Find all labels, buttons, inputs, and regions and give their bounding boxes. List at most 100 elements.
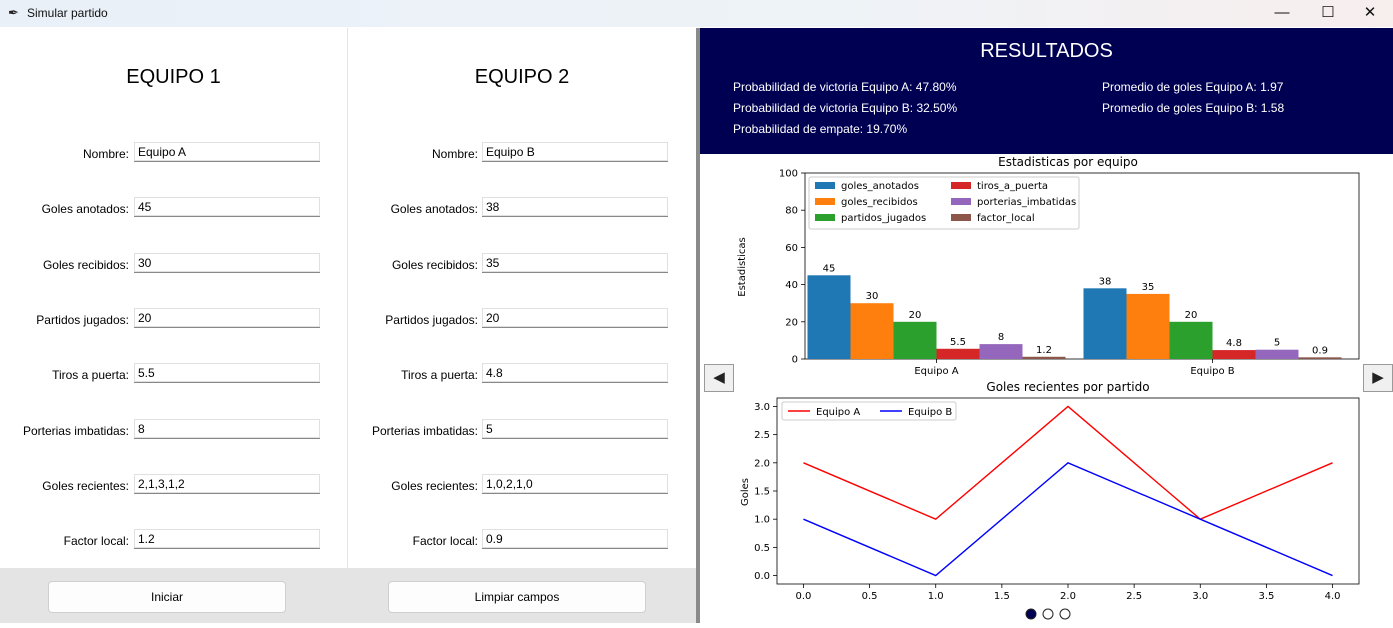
bar-category-label: Equipo B (1190, 366, 1234, 377)
charts-canvas: Estadisticas por equipo 0 20 40 60 80 100 Equi… (737, 155, 1360, 620)
line-chart-legend: Equipo A Equipo B (781, 401, 957, 421)
bar-goles_recibidos (850, 303, 894, 359)
bar-value-label: 5.5 (950, 337, 966, 348)
team2-shots-input[interactable] (482, 363, 668, 383)
line-chart-frame (776, 397, 1360, 585)
bar-chart: 0 20 40 60 80 100 Equipo A 45 30 20 5.5 8 1.2 Equipo … (779, 169, 1360, 377)
bar-partidos_jugados (1169, 321, 1213, 359)
bar-legend-swatch (951, 182, 971, 189)
bar-value-label: 1.2 (1036, 345, 1052, 356)
line-ytick-label: 1.5 (754, 487, 770, 498)
team1-goals-conceded-input[interactable] (134, 253, 320, 273)
line-chart-title: Goles recientes por partido (986, 380, 1149, 394)
team1-name-label: Nombre: (82, 147, 129, 161)
line-xtick-label: 3.0 (1192, 591, 1208, 602)
line-xtick-label: 2.0 (1060, 591, 1076, 602)
team1-recent-goals-input[interactable] (134, 474, 320, 494)
chart-pagination (1025, 608, 1071, 620)
line-ytick-label: 1.0 (754, 515, 770, 526)
team1-goals-scored-input[interactable] (134, 197, 320, 217)
win-prob-team-b: Probabilidad de victoria Equipo B: 32.50… (733, 101, 958, 115)
team1-matches-played-label: Partidos jugados: (36, 313, 129, 327)
team2-goals-scored-input[interactable] (482, 197, 668, 217)
line-ytick-label: 2.5 (754, 430, 770, 441)
bar-value-label: 45 (823, 263, 836, 274)
bar-factor_local (1298, 357, 1342, 359)
bar-goles_anotados (807, 275, 851, 359)
team1-heading: EQUIPO 1 (126, 66, 221, 88)
bar-legend-label: goles_anotados (841, 181, 919, 192)
page-dot[interactable] (1025, 608, 1037, 620)
team1-clean-sheets-label: Porterias imbatidas: (22, 424, 129, 438)
line-xtick-label: 3.5 (1258, 591, 1274, 602)
line-ytick-label: 3.0 (754, 402, 770, 413)
team1-shots-input[interactable] (134, 363, 320, 383)
start-button[interactable]: Iniciar (48, 581, 286, 613)
bar-goles_anotados (1083, 288, 1127, 359)
bar-value-label: 38 (1099, 276, 1112, 287)
bar-goles_recibidos (1126, 293, 1170, 359)
avg-goals-team-b: Promedio de goles Equipo B: 1.58 (1102, 101, 1285, 115)
team2-matches-played-label: Partidos jugados: (385, 313, 478, 327)
team2-home-factor-input[interactable] (482, 529, 668, 549)
team2-goals-conceded-input[interactable] (482, 253, 668, 273)
next-chart-button[interactable]: ▶ (1363, 364, 1393, 392)
bar-value-label: 8 (998, 332, 1004, 343)
bar-legend-label: porterias_imbatidas (977, 197, 1076, 208)
bar-legend-label: partidos_jugados (841, 213, 926, 224)
page-dot[interactable] (1042, 608, 1054, 620)
bar-value-label: 0.9 (1312, 345, 1328, 356)
bar-ytick-label: 20 (785, 317, 798, 328)
team1-name-input[interactable] (134, 142, 320, 162)
minimize-button[interactable]: — (1274, 4, 1290, 21)
line-ytick-label: 2.0 (754, 458, 770, 469)
line-chart: 0.0 0.5 1.0 1.5 2.0 2.5 3.0 0.0 0.5 1.0 1.5 2.0 2.5 3… (754, 397, 1360, 602)
bar-chart-ylabel: Estadisticas (737, 237, 748, 296)
bar-legend-label: goles_recibidos (841, 197, 918, 208)
team2-heading: EQUIPO 2 (474, 66, 570, 88)
prev-chart-button[interactable]: ◀ (704, 364, 734, 392)
team1-panel: EQUIPO 1 Nombre: Goles anotados: Goles r… (0, 28, 348, 568)
bar-partidos_jugados (893, 321, 937, 359)
line-xtick-label: 0.5 (862, 591, 878, 602)
line-xtick-label: 1.0 (928, 591, 944, 602)
team2-clean-sheets-input[interactable] (482, 419, 668, 439)
title-bar: ✒ Simular partido — ☐ ✕ (0, 0, 1393, 27)
bar-porterias_imbatidas (1255, 349, 1299, 359)
bar-legend-swatch (815, 214, 835, 221)
line-legend-label: Equipo B (908, 407, 952, 418)
bar-value-label: 5 (1274, 338, 1280, 349)
team2-matches-played-input[interactable] (482, 308, 668, 328)
team1-clean-sheets-input[interactable] (134, 419, 320, 439)
team1-home-factor-input[interactable] (134, 529, 320, 549)
line-xtick-label: 1.5 (994, 591, 1010, 602)
bar-ytick-label: 40 (785, 280, 798, 291)
team1-goals-scored-label: Goles anotados: (41, 202, 129, 216)
team2-recent-goals-input[interactable] (482, 474, 668, 494)
bar-tiros_a_puerta (936, 348, 980, 359)
bar-category-label: Equipo A (914, 366, 958, 377)
line-legend-box (781, 401, 957, 421)
bar-value-label: 20 (1185, 310, 1198, 321)
bar-legend-swatch (951, 214, 971, 221)
page-dot[interactable] (1059, 608, 1071, 620)
clear-fields-button[interactable]: Limpiar campos (388, 581, 646, 613)
bar-value-label: 30 (866, 291, 879, 302)
bar-tiros_a_puerta (1212, 350, 1256, 359)
button-bar: Iniciar Limpiar campos (0, 568, 696, 623)
team1-shots-label: Tiros a puerta: (52, 368, 129, 382)
line-ytick-label: 0.5 (754, 543, 770, 554)
results-panel: RESULTADOS Probabilidad de victoria Equi… (700, 28, 1393, 154)
win-prob-team-a: Probabilidad de victoria Equipo A: 47.80… (733, 80, 957, 94)
team2-goals-conceded-label: Goles recibidos: (391, 258, 478, 272)
maximize-button[interactable]: ☐ (1321, 4, 1335, 21)
line-xtick-label: 0.0 (796, 591, 812, 602)
line-ytick-label: 0.0 (754, 571, 770, 582)
team1-matches-played-input[interactable] (134, 308, 320, 328)
team2-name-input[interactable] (482, 142, 668, 162)
panel-divider[interactable] (696, 28, 700, 623)
team2-name-label: Nombre: (431, 147, 478, 161)
close-button[interactable]: ✕ (1363, 4, 1377, 21)
bar-value-label: 35 (1142, 282, 1155, 293)
bar-legend-label: factor_local (977, 213, 1035, 224)
